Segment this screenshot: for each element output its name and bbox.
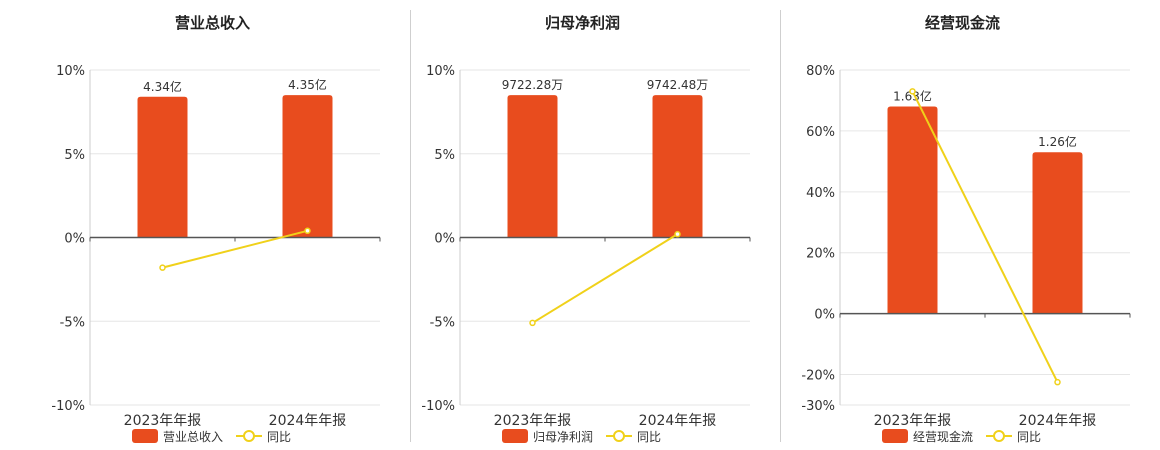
bar: [282, 95, 333, 238]
bar: [652, 95, 703, 238]
line-marker-icon: [236, 430, 262, 442]
y-tick-label: -20%: [801, 369, 835, 384]
legend-item-bar[interactable]: 营业总收入: [132, 428, 223, 444]
line-marker-icon: [606, 430, 632, 442]
bar-value-label: 9742.48万: [647, 78, 709, 92]
panel-divider: [410, 10, 411, 442]
y-tick-label: -10%: [51, 399, 85, 414]
y-tick-label: -5%: [430, 315, 455, 330]
x-tick-label: 2024年年报: [1019, 413, 1097, 429]
chart-title: 归母净利润: [544, 14, 620, 32]
chart-legend: 归母净利润 同比: [410, 428, 755, 446]
x-tick-label: 2023年年报: [124, 413, 202, 429]
chart-svg-net-profit: 10% 5% 0% -5% -10% 9722.28万 9742.48万 2023年年报 202…: [421, 64, 751, 429]
legend-item-bar[interactable]: 归母净利润: [502, 428, 593, 444]
y-tick-label: 60%: [806, 125, 835, 140]
legend-label-line: 同比: [637, 429, 662, 444]
y-tick-label: 0%: [814, 308, 835, 323]
legend-label-bar: 经营现金流: [913, 429, 974, 444]
chart-svg-cash-flow: 80% 60% 40% 20% 0% -20% -30% 1.63亿 1.26亿 2023年年报 2…: [801, 64, 1131, 429]
y-tick-label: 20%: [806, 247, 835, 262]
x-tick-label: 2023年年报: [874, 413, 952, 429]
bar-value-label: 1.63亿: [893, 89, 932, 104]
y-tick-label: 10%: [56, 64, 85, 79]
y-tick-label: -10%: [421, 399, 455, 414]
legend-item-line[interactable]: 同比: [606, 428, 661, 444]
panel-divider: [780, 10, 781, 442]
chart-panel-net-profit: 归母净利润 10% 5% 0% -5% -10% 9722.28万 9742.48万 2023…: [410, 0, 755, 450]
y-tick-label: 10%: [426, 64, 455, 79]
y-tick-label: 5%: [434, 148, 455, 163]
bar-value-label: 9722.28万: [502, 78, 564, 92]
chart-panel-revenue: 营业总收入 10% 5% 0% -5% -10% 4.34亿 4.35亿 2023年年报 202…: [40, 0, 385, 450]
bar: [137, 96, 188, 238]
x-tick-label: 2023年年报: [494, 413, 572, 429]
y-tick-label: -30%: [801, 399, 835, 414]
line-marker-icon: [986, 430, 1012, 442]
legend-label-bar: 营业总收入: [163, 429, 224, 444]
chart-legend: 营业总收入 同比: [40, 428, 385, 446]
line-point: [529, 319, 536, 327]
x-tick-label: 2024年年报: [269, 413, 347, 429]
line-point: [674, 230, 681, 238]
legend-item-line[interactable]: 同比: [236, 428, 291, 444]
legend-label-bar: 归母净利润: [533, 429, 594, 444]
bar-swatch-icon: [882, 429, 908, 443]
bar: [887, 106, 938, 314]
chart-legend: 经营现金流 同比: [790, 428, 1135, 446]
line-point: [1054, 378, 1061, 386]
bar: [507, 95, 558, 238]
chart-panel-cash-flow: 经营现金流 80% 60% 40% 20% 0% -20% -30% 1.63亿 1.26亿 20…: [790, 0, 1135, 450]
line-point: [159, 264, 166, 271]
chart-svg-revenue: 10% 5% 0% -5% -10% 4.34亿 4.35亿 2023年年报 2024年年报: [51, 64, 381, 429]
line-point: [909, 88, 916, 95]
y-tick-label: 5%: [64, 148, 85, 163]
legend-label-line: 同比: [1017, 429, 1042, 444]
y-tick-label: -5%: [60, 315, 85, 330]
x-tick-label: 2024年年报: [639, 413, 717, 429]
line-point: [304, 227, 311, 235]
bar-value-label: 1.26亿: [1038, 134, 1077, 149]
legend-label-line: 同比: [267, 429, 292, 444]
y-tick-label: 40%: [806, 186, 835, 201]
legend-item-line[interactable]: 同比: [986, 428, 1041, 444]
y-tick-label: 0%: [64, 232, 85, 247]
y-tick-label: 0%: [434, 232, 455, 247]
chart-title: 经营现金流: [924, 14, 1000, 32]
bar-swatch-icon: [132, 429, 158, 443]
bar: [1032, 152, 1083, 314]
y-tick-label: 80%: [806, 64, 835, 79]
series-line: [911, 90, 1059, 383]
bar-value-label: 4.34亿: [143, 79, 182, 94]
legend-item-bar[interactable]: 经营现金流: [882, 428, 973, 444]
bar-swatch-icon: [502, 429, 528, 443]
series-line: [531, 233, 679, 324]
series-line: [162, 229, 308, 269]
bar-value-label: 4.35亿: [288, 77, 327, 92]
chart-title: 营业总收入: [174, 14, 250, 32]
